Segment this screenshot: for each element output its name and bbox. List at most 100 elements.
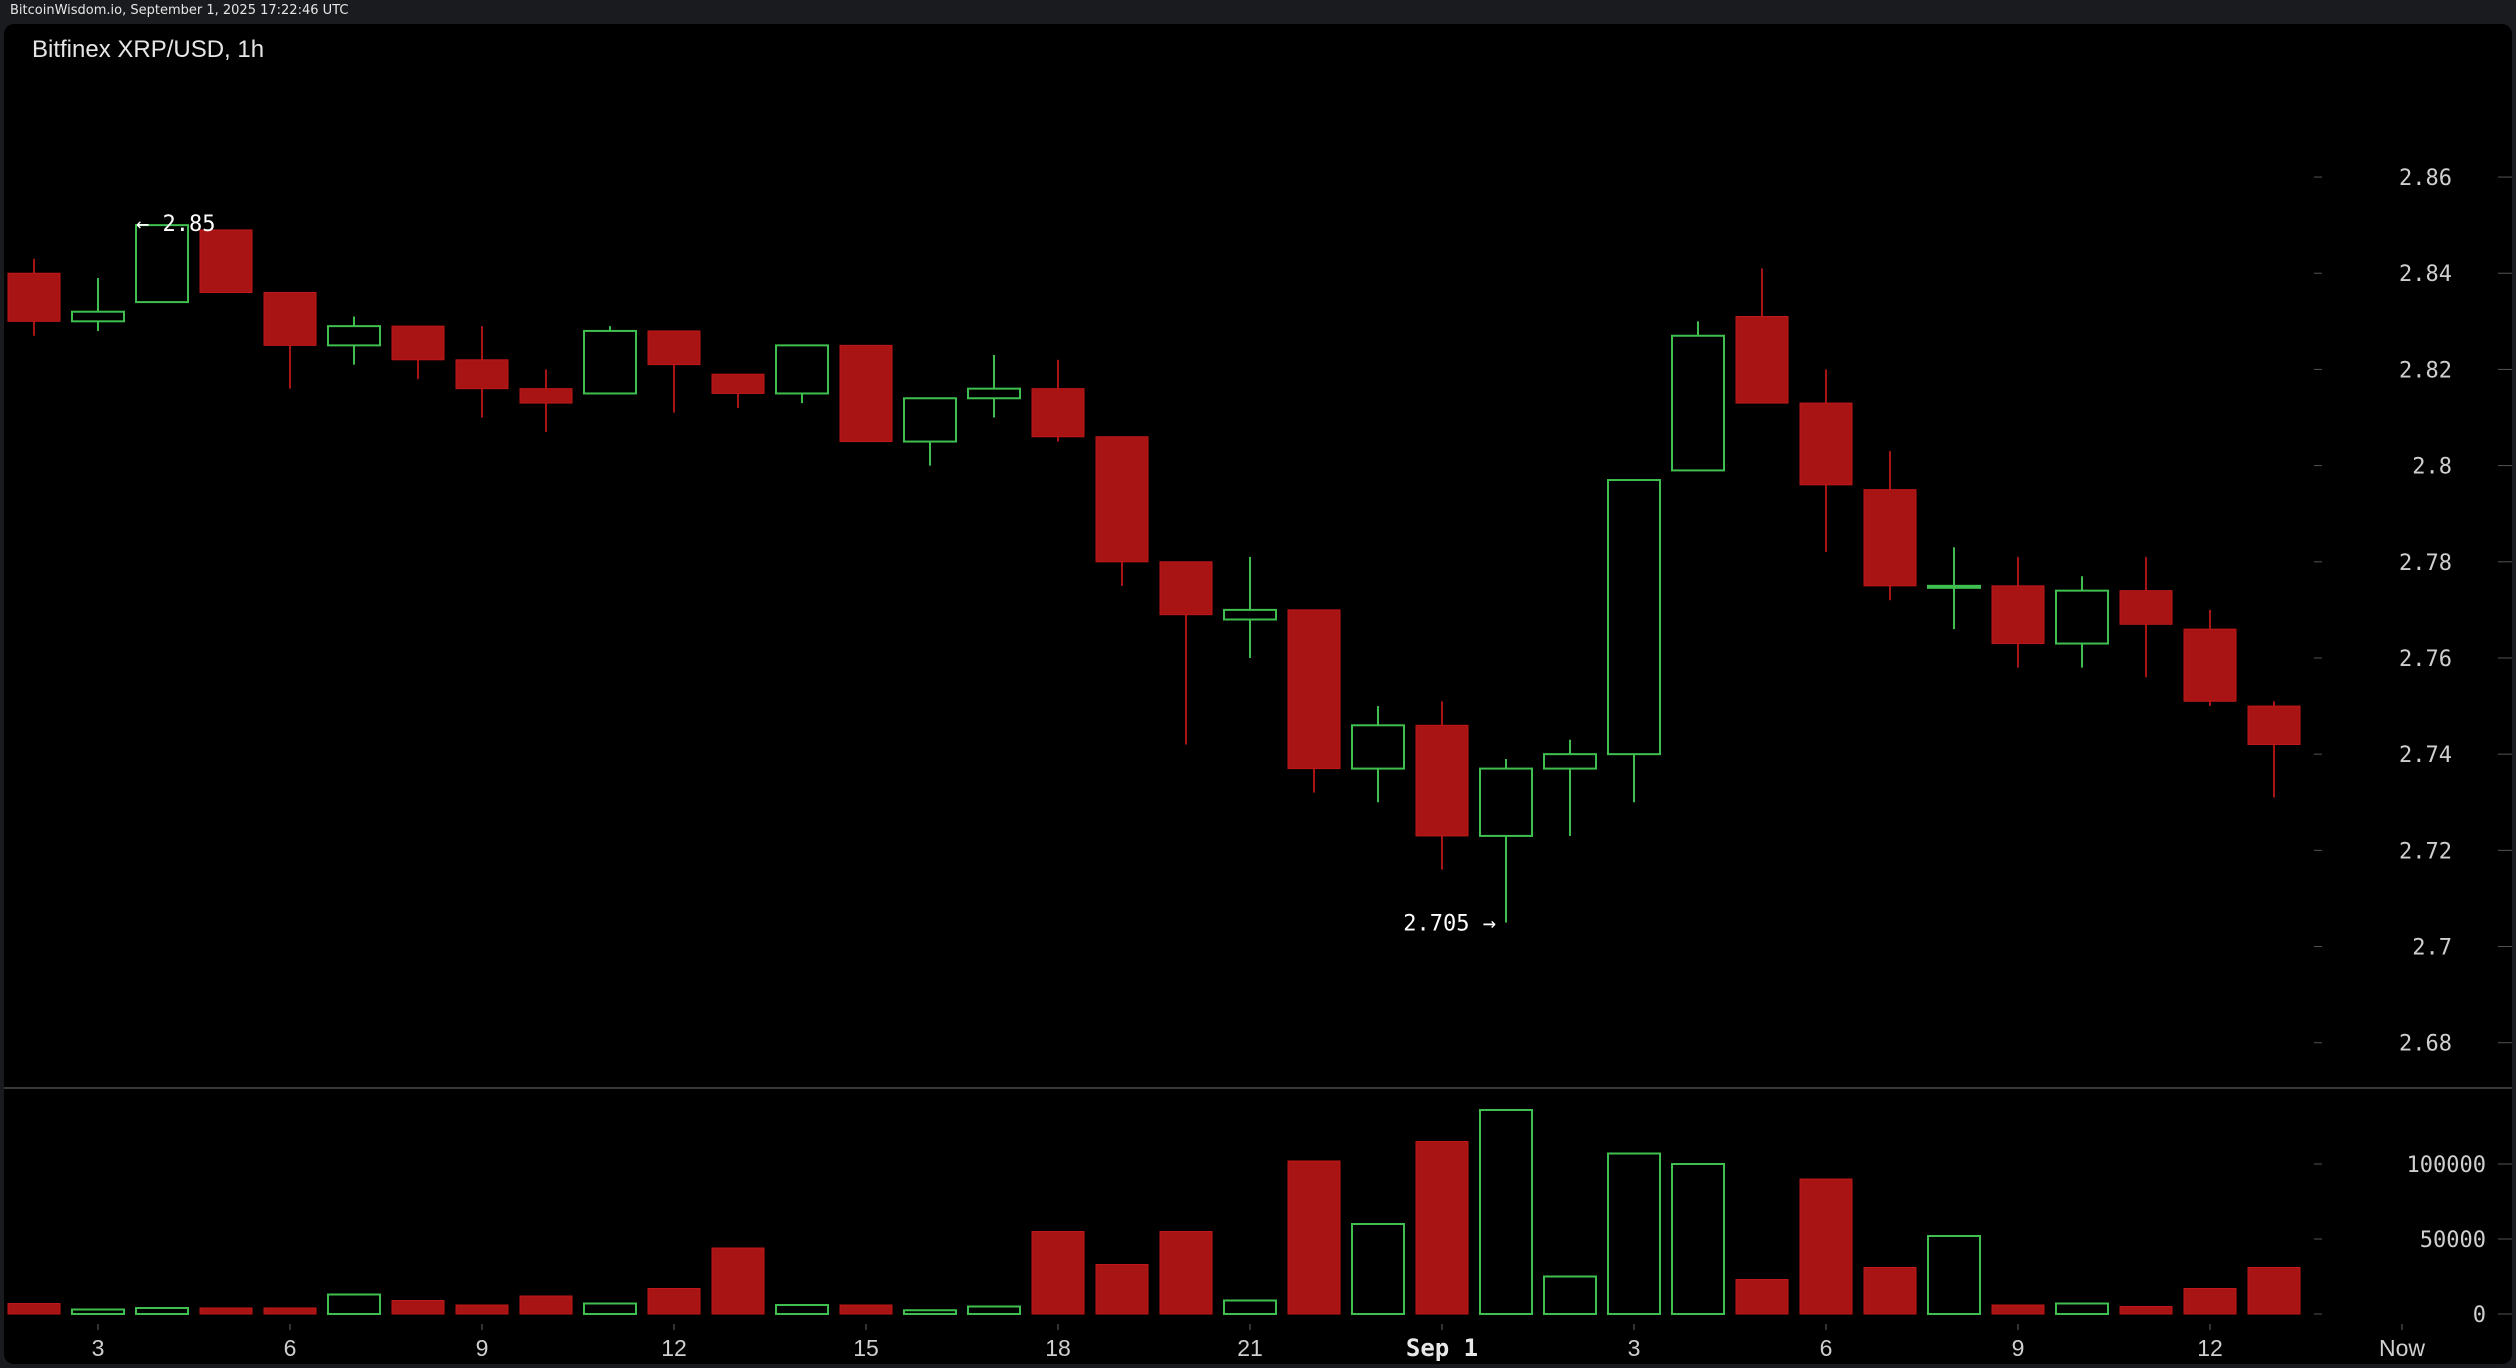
low-annotation: 2.705 →	[1403, 911, 1496, 936]
volume-bar-down	[1991, 1304, 2045, 1315]
candle-body-up	[967, 387, 1021, 400]
x-tick-label: 9	[476, 1335, 489, 1361]
price-tick-label: 2.8	[2412, 455, 2452, 480]
candle-body-down	[1159, 561, 1213, 616]
volume-bar-up	[1607, 1152, 1661, 1315]
volume-bar-down	[391, 1300, 445, 1315]
candle-body-up	[1927, 584, 1981, 589]
candle-body-down	[519, 388, 573, 404]
candle-body-up	[327, 325, 381, 347]
price-tick-label: 2.84	[2399, 262, 2452, 287]
volume-bar-down	[199, 1307, 253, 1315]
volume-bar-down	[711, 1247, 765, 1315]
candle-body-down	[455, 359, 509, 390]
candlestick-chart[interactable]: 2.86 2.84 2.82 2.8 2.78 2.76 2.74 2.72 2.7 2.68 10…	[4, 24, 2512, 1364]
volume-bar-down	[1031, 1231, 1085, 1315]
volume-bar-down	[519, 1295, 573, 1315]
volume-tick-label: 0	[2473, 1303, 2486, 1328]
volume-bar-down	[1863, 1267, 1917, 1315]
x-tick-label: Now	[2379, 1335, 2425, 1361]
candle-body-up	[71, 310, 125, 323]
volume-bar-down	[1799, 1178, 1853, 1315]
candle-body-up	[1223, 608, 1277, 621]
candle-body-down	[2119, 590, 2173, 625]
x-tick-label: 15	[853, 1335, 879, 1361]
volume-bar-down	[7, 1303, 61, 1315]
candle-body-down	[263, 291, 317, 346]
volume-bar-down	[839, 1304, 893, 1315]
chart-title: Bitfinex XRP/USD, 1h	[32, 36, 265, 63]
price-tick-label: 2.7	[2412, 936, 2452, 961]
x-tick-label: 12	[2197, 1335, 2223, 1361]
candle-body-up	[1607, 479, 1661, 756]
x-tick-label: 3	[1628, 1335, 1641, 1361]
volume-bar-down	[1287, 1160, 1341, 1315]
volume-bar-up	[327, 1293, 381, 1315]
price-tick-label: 2.76	[2399, 647, 2452, 672]
candle-body-down	[1735, 316, 1789, 404]
volume-tick-label: 100000	[2407, 1153, 2486, 1178]
price-tick-label: 2.86	[2399, 166, 2452, 191]
candle-body-down	[2247, 705, 2301, 746]
x-tick-label: 3	[92, 1335, 105, 1361]
candle-body-down	[711, 373, 765, 394]
top-bar: BitcoinWisdom.io, September 1, 2025 17:2…	[0, 0, 2516, 22]
volume-bar-down	[647, 1288, 701, 1315]
volume-bar-down	[1735, 1279, 1789, 1315]
volume-bar-up	[583, 1302, 637, 1315]
candle-body-down	[1095, 436, 1149, 563]
candle-body-up	[2055, 589, 2109, 645]
x-tick-label: 21	[1237, 1335, 1263, 1361]
price-tick-label: 2.74	[2399, 743, 2452, 768]
x-tick-label: 18	[1045, 1335, 1071, 1361]
volume-bar-down	[1095, 1264, 1149, 1315]
chart-panel: Bitfinex XRP/USD, 1h 2.86 2.84 2.82 2.8 2.78…	[4, 24, 2512, 1364]
x-tick-label: 9	[2012, 1335, 2025, 1361]
volume-bar-up	[1671, 1163, 1725, 1315]
candle-body-up	[583, 329, 637, 395]
volume-bar-up	[1351, 1223, 1405, 1315]
price-tick-label: 2.72	[2399, 839, 2452, 864]
candle-body-up	[903, 397, 957, 443]
candle-body-up	[135, 224, 189, 304]
candle-body-down	[2183, 628, 2237, 702]
candle-body-down	[199, 229, 253, 293]
candle-body-down	[1415, 724, 1469, 837]
volume-bar-up	[1543, 1275, 1597, 1315]
candle-body-up	[775, 344, 829, 395]
candle-body-down	[1991, 585, 2045, 645]
x-tick-label: Sep 1	[1406, 1334, 1478, 1362]
candle-body-down	[1031, 388, 1085, 438]
volume-bar-up	[2055, 1302, 2109, 1315]
volume-bar-down	[1415, 1141, 1469, 1315]
candle-body-up	[1671, 334, 1725, 472]
volume-bar-up	[967, 1305, 1021, 1315]
x-tick-label: 6	[284, 1335, 297, 1361]
candle-body-up	[1479, 767, 1533, 837]
volume-bar-up	[903, 1309, 957, 1315]
candle-body-down	[7, 272, 61, 322]
volume-bar-down	[2183, 1288, 2237, 1315]
candle-body-up	[1543, 753, 1597, 770]
candle-body-down	[391, 325, 445, 361]
candle-body-down	[1863, 489, 1917, 587]
candle-body-down	[839, 344, 893, 443]
candle-body-up	[1351, 724, 1405, 770]
price-tick-label: 2.68	[2399, 1032, 2452, 1057]
price-tick-label: 2.78	[2399, 551, 2452, 576]
volume-bar-up	[1223, 1299, 1277, 1315]
volume-bar-down	[455, 1304, 509, 1315]
x-tick-label: 12	[661, 1335, 687, 1361]
x-tick-label: 6	[1820, 1335, 1833, 1361]
timestamp-label: BitcoinWisdom.io, September 1, 2025 17:2…	[10, 3, 349, 18]
volume-bar-down	[2119, 1306, 2173, 1315]
candle-body-down	[647, 330, 701, 366]
candle-body-down	[1799, 402, 1853, 486]
volume-bar-up	[775, 1304, 829, 1315]
high-annotation: ← 2.85	[136, 212, 215, 237]
volume-tick-label: 50000	[2420, 1228, 2486, 1253]
volume-bar-up	[135, 1307, 189, 1315]
volume-bar-up	[71, 1308, 125, 1315]
candle-body-down	[1287, 609, 1341, 770]
volume-bar-down	[263, 1307, 317, 1315]
